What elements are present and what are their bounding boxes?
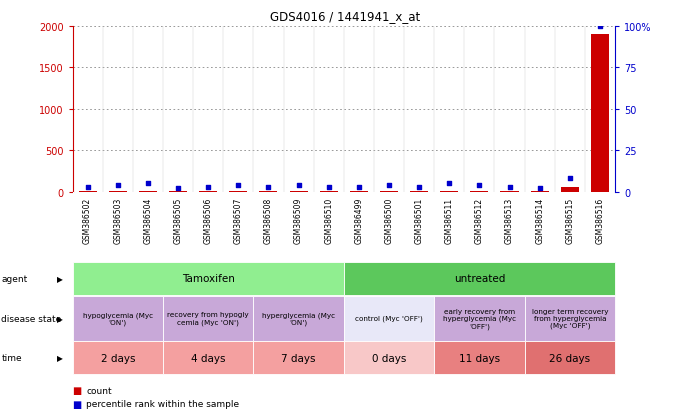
Text: 11 days: 11 days (459, 353, 500, 363)
Point (444, 180, 455, 187)
Point (474, 182, 485, 189)
Point (142, 180, 153, 187)
Bar (259, 191, 278, 192)
Point (414, 184, 425, 190)
Text: GSM386507: GSM386507 (234, 197, 243, 244)
Text: ▶: ▶ (57, 274, 63, 283)
Text: GSM386500: GSM386500 (384, 197, 393, 244)
Point (504, 184, 515, 190)
Bar (560, 188, 579, 192)
Text: untreated: untreated (454, 274, 505, 284)
Text: 7 days: 7 days (281, 353, 316, 363)
Bar (350, 191, 368, 192)
Bar (380, 191, 398, 192)
Bar (108, 191, 126, 192)
Text: GSM386509: GSM386509 (294, 197, 303, 244)
Bar (199, 191, 217, 192)
Text: control (Myc 'OFF'): control (Myc 'OFF') (355, 315, 423, 322)
Text: GSM386499: GSM386499 (354, 197, 363, 244)
Bar (229, 191, 247, 192)
Point (534, 185, 545, 192)
Text: ▶: ▶ (57, 353, 63, 362)
Text: GSM386511: GSM386511 (445, 197, 454, 244)
Bar (169, 191, 187, 192)
Text: GSM386512: GSM386512 (475, 197, 484, 244)
Text: disease state: disease state (1, 314, 61, 323)
Text: GSM386502: GSM386502 (83, 197, 92, 244)
Text: 2 days: 2 days (100, 353, 135, 363)
Text: ▶: ▶ (57, 314, 63, 323)
Point (293, 182, 304, 189)
Text: hyperglycemia (Myc
'ON'): hyperglycemia (Myc 'ON') (262, 311, 335, 325)
Bar (410, 191, 428, 192)
Bar (591, 35, 609, 192)
Text: GSM386503: GSM386503 (113, 197, 122, 244)
Bar (471, 191, 489, 192)
Text: GDS4016 / 1441941_x_at: GDS4016 / 1441941_x_at (270, 10, 421, 23)
Text: 4 days: 4 days (191, 353, 225, 363)
Text: percentile rank within the sample: percentile rank within the sample (86, 399, 240, 408)
Text: GSM386505: GSM386505 (173, 197, 182, 244)
Text: GSM386515: GSM386515 (565, 197, 574, 244)
Text: GSM386501: GSM386501 (415, 197, 424, 244)
Text: longer term recovery
from hyperglycemia
(Myc 'OFF'): longer term recovery from hyperglycemia … (531, 308, 608, 329)
Text: ■: ■ (73, 385, 82, 395)
Bar (290, 191, 307, 192)
Text: GSM386510: GSM386510 (324, 197, 333, 244)
Text: agent: agent (1, 274, 28, 283)
Text: 26 days: 26 days (549, 353, 590, 363)
Point (233, 182, 244, 189)
Text: GSM386514: GSM386514 (535, 197, 544, 244)
Bar (500, 191, 518, 192)
Bar (139, 191, 157, 192)
Point (565, 176, 576, 182)
Text: 0 days: 0 days (372, 353, 406, 363)
Point (353, 184, 364, 190)
Point (384, 182, 395, 189)
Point (82, 184, 93, 190)
Text: GSM386516: GSM386516 (596, 197, 605, 244)
Point (263, 184, 274, 190)
Text: recovery from hypogly
cemia (Myc 'ON'): recovery from hypogly cemia (Myc 'ON') (167, 312, 249, 325)
Text: hypoglycemia (Myc
'ON'): hypoglycemia (Myc 'ON') (83, 311, 153, 325)
Text: GSM386506: GSM386506 (204, 197, 213, 244)
Point (112, 182, 123, 189)
Bar (531, 191, 549, 192)
Bar (440, 191, 458, 192)
Bar (320, 191, 338, 192)
Text: ■: ■ (73, 399, 82, 409)
Bar (79, 191, 97, 192)
Text: early recovery from
hyperglycemia (Myc
'OFF'): early recovery from hyperglycemia (Myc '… (443, 308, 516, 329)
Point (323, 184, 334, 190)
Text: GSM386504: GSM386504 (144, 197, 153, 244)
Text: time: time (1, 353, 22, 362)
Text: Tamoxifen: Tamoxifen (182, 274, 235, 284)
Text: count: count (86, 386, 112, 395)
Point (202, 184, 214, 190)
Point (173, 185, 184, 192)
Text: GSM386513: GSM386513 (505, 197, 514, 244)
Text: GSM386508: GSM386508 (264, 197, 273, 244)
Point (594, 24, 605, 30)
